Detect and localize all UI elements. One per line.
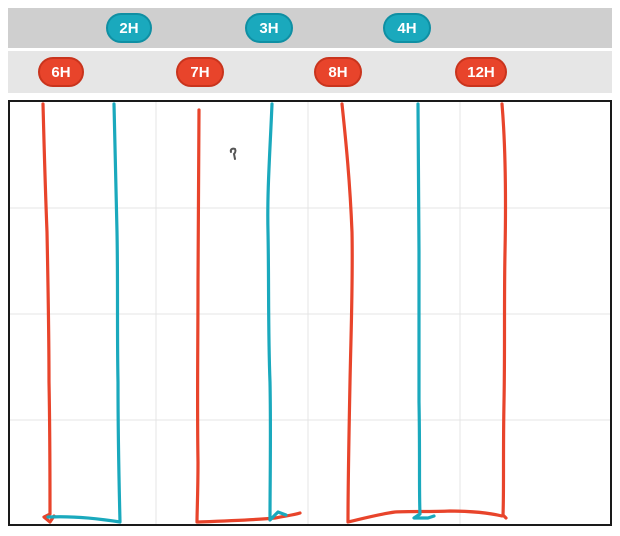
drawing-canvas[interactable]: [8, 100, 612, 526]
red-stroke: [195, 108, 302, 524]
badge-2h[interactable]: 2H: [106, 13, 152, 43]
badge-8h-label: 8H: [328, 63, 348, 81]
red-badge-row: 6H 7H 8H 12H: [8, 51, 612, 93]
badge-7h-label: 7H: [190, 63, 210, 81]
badge-7h[interactable]: 7H: [176, 57, 224, 87]
red-stroke: [41, 102, 56, 524]
canvas-grid: [10, 102, 610, 524]
teal-stroke: [266, 102, 288, 522]
cursor-icon: [229, 147, 237, 160]
teal-stroke: [412, 102, 436, 520]
badge-6h-label: 6H: [51, 63, 71, 81]
badge-3h-label: 3H: [259, 19, 279, 37]
teal-stroke: [46, 102, 122, 524]
badge-4h[interactable]: 4H: [383, 13, 431, 43]
badge-6h[interactable]: 6H: [38, 57, 84, 87]
badge-12h[interactable]: 12H: [455, 57, 507, 87]
badge-8h[interactable]: 8H: [314, 57, 362, 87]
red-stroke: [340, 102, 504, 524]
teal-badge-row: 2H 3H 4H: [8, 8, 612, 48]
badge-12h-label: 12H: [467, 63, 495, 81]
badge-4h-label: 4H: [397, 19, 417, 37]
badge-3h[interactable]: 3H: [245, 13, 293, 43]
red-stroke: [500, 102, 508, 520]
badge-2h-label: 2H: [119, 19, 139, 37]
drawing-surface: [10, 102, 610, 524]
